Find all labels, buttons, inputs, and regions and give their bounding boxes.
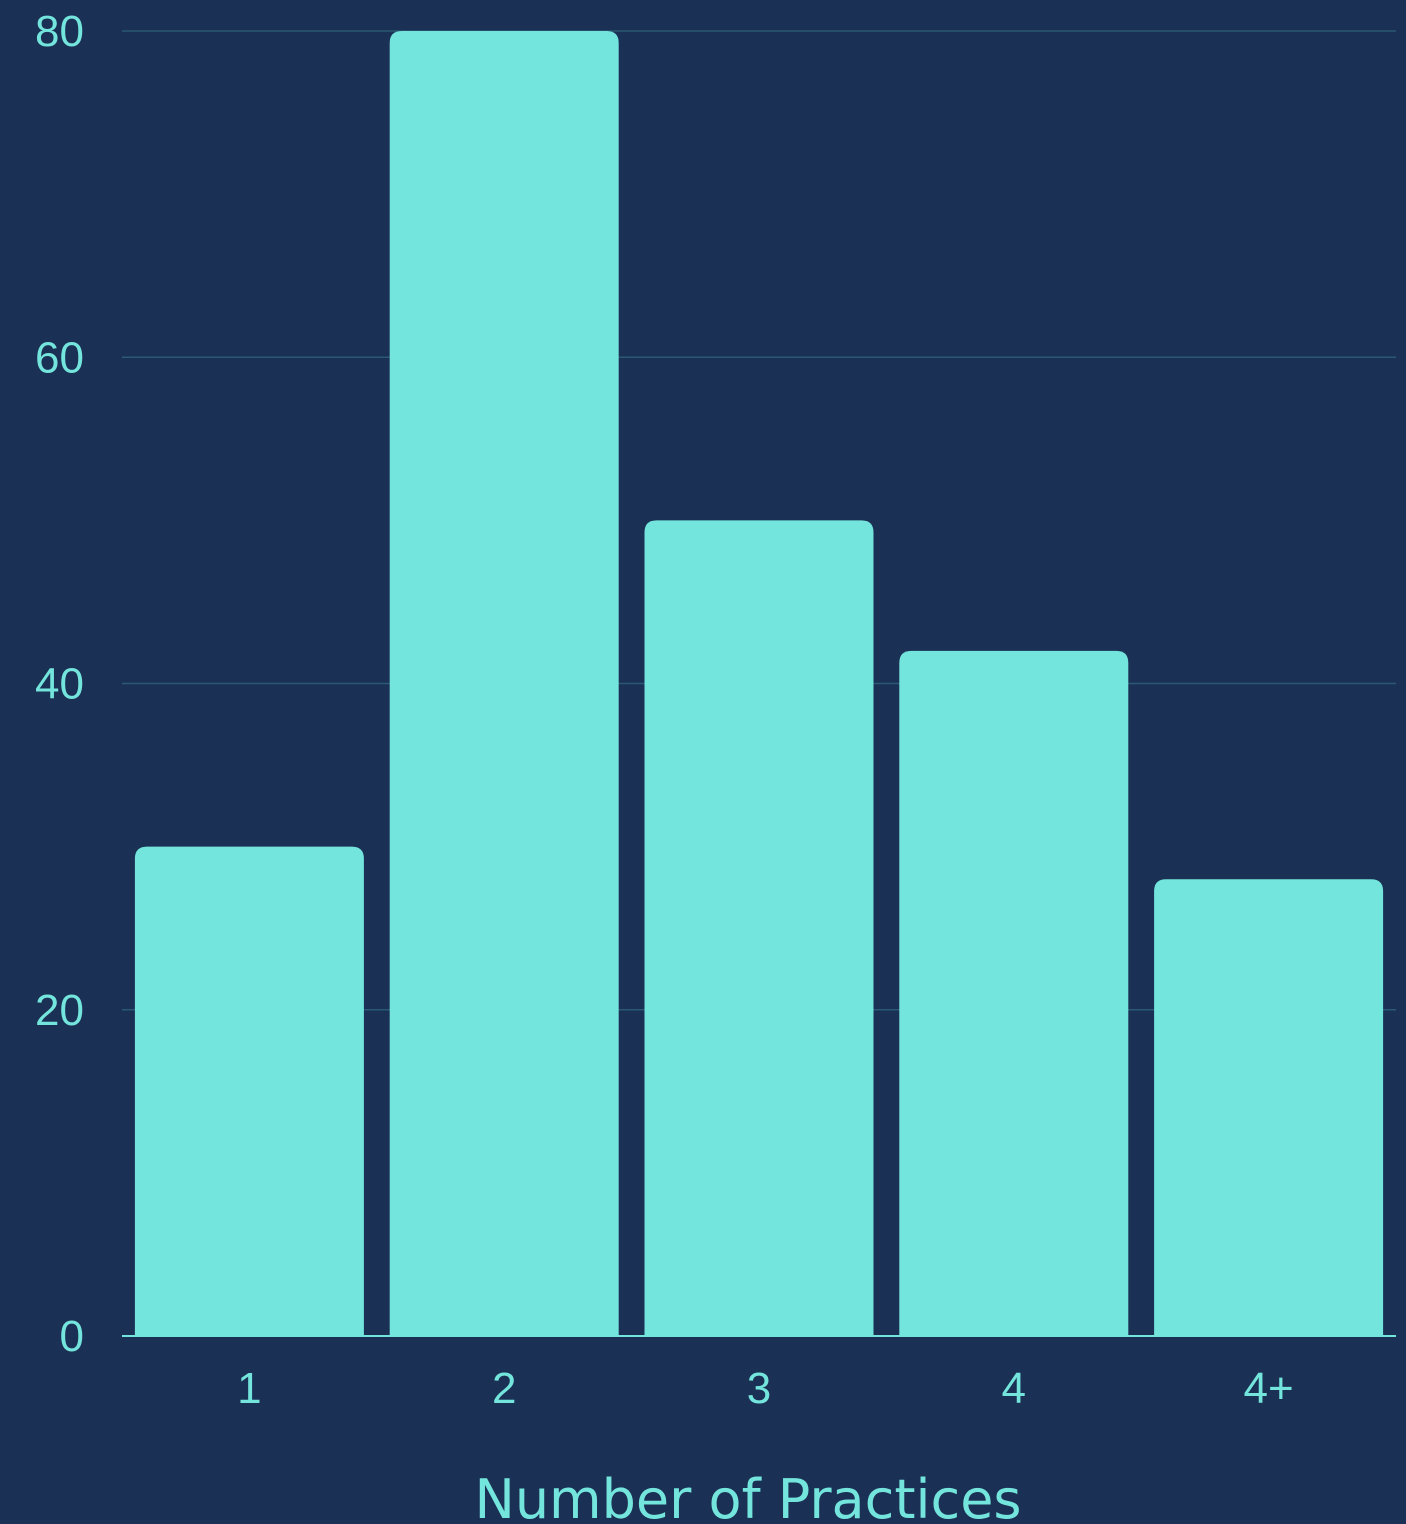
x-axis-title: Number of Practices	[474, 1468, 1021, 1524]
x-tick-label: 4	[1002, 1364, 1026, 1413]
x-tick-label: 1	[237, 1364, 261, 1413]
bar-4+	[1154, 879, 1384, 1336]
bar-1	[134, 846, 364, 1336]
x-tick-label: 2	[492, 1364, 516, 1413]
x-tick-label: 3	[747, 1364, 771, 1413]
y-axis-ticks: 0 20 40 60 80	[35, 7, 84, 1361]
bars	[134, 31, 1384, 1336]
y-tick-label: 60	[35, 333, 84, 382]
y-tick-label: 20	[35, 986, 84, 1035]
bar-4	[899, 650, 1129, 1336]
bar-2	[389, 31, 619, 1336]
x-tick-label: 4+	[1244, 1364, 1294, 1413]
y-tick-label: 40	[35, 660, 84, 709]
x-axis-ticks: 1 2 3 4 4+	[237, 1364, 1294, 1413]
y-tick-label: 80	[35, 7, 84, 56]
bar-3	[644, 520, 874, 1336]
y-tick-label: 0	[60, 1312, 84, 1361]
